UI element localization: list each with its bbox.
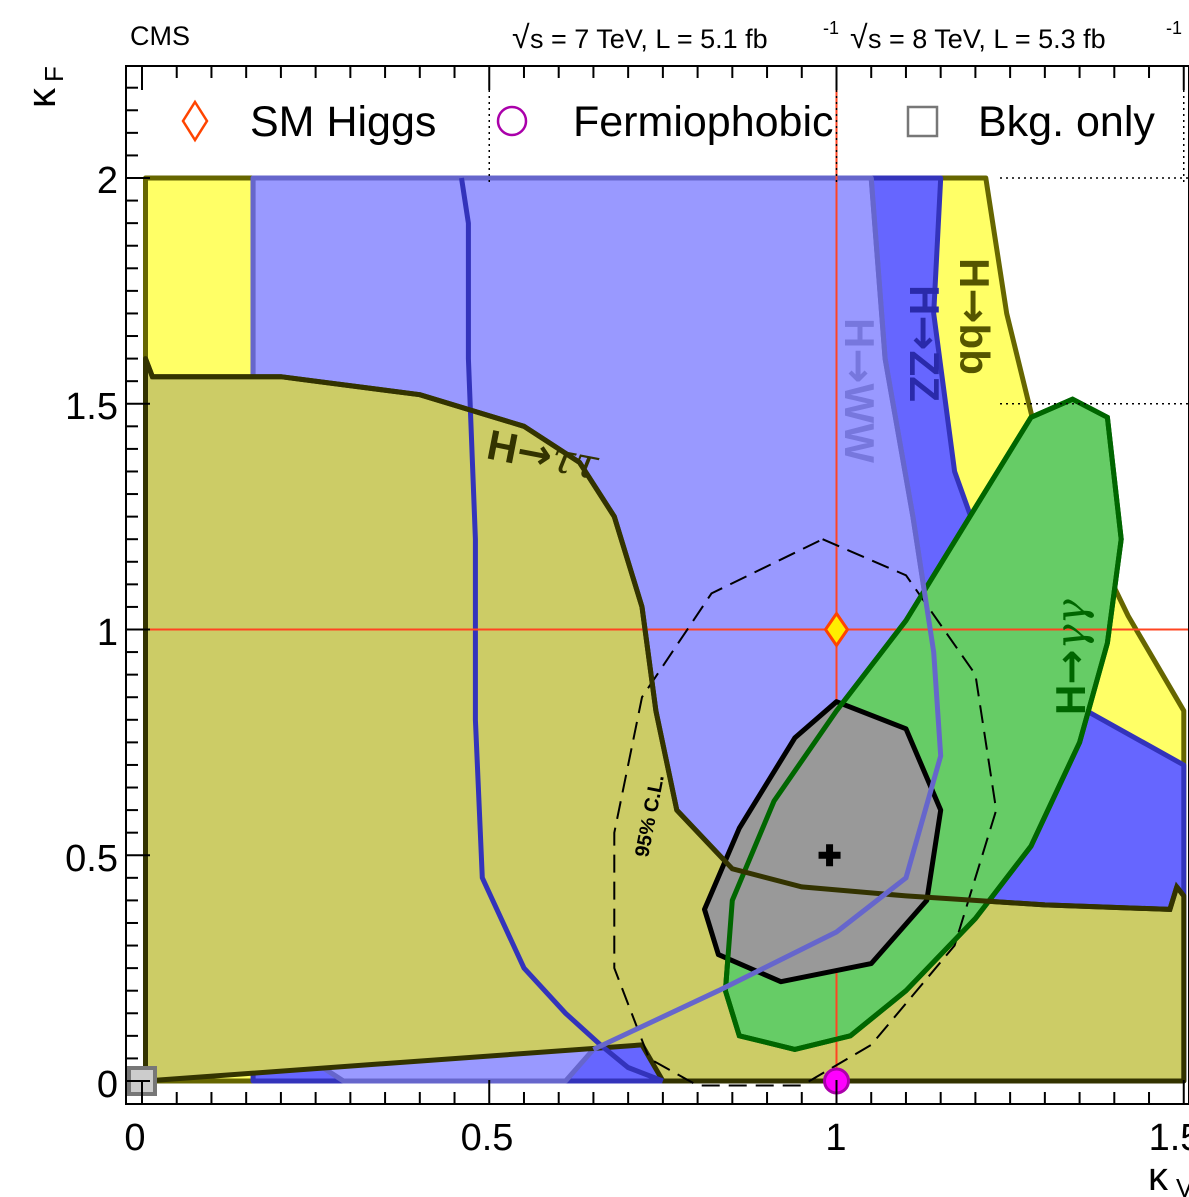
lumi-7tev-exponent: -1 bbox=[823, 18, 839, 38]
x-tick-label: 1 bbox=[825, 1117, 846, 1159]
y-tick-label: 0.5 bbox=[65, 838, 118, 880]
y-axis-title: κ bbox=[20, 87, 64, 108]
label-zz: H→ZZ bbox=[900, 285, 949, 402]
label-zz-arrow: → bbox=[900, 315, 949, 350]
label-bb-arrow: → bbox=[950, 288, 999, 323]
ww-outline bbox=[592, 177, 944, 1052]
x-tick-label: 0 bbox=[124, 1117, 145, 1159]
lumi-8tev-sqrt: √ bbox=[850, 19, 868, 55]
y-tick-label: 0 bbox=[97, 1064, 118, 1106]
legend-sm-label: SM Higgs bbox=[250, 98, 436, 146]
label-gammagamma-h: H bbox=[1047, 685, 1094, 715]
y-axis-title-sub: F bbox=[39, 66, 69, 82]
dotted-grid bbox=[488, 66, 1189, 405]
tautau-outline bbox=[143, 357, 1186, 912]
label-tautau: H→ττ bbox=[483, 420, 603, 490]
y-tick-label: 2 bbox=[97, 160, 118, 202]
contour-68 bbox=[702, 699, 944, 985]
legend: SM Higgs Fermiophobic Bkg. only bbox=[181, 98, 1155, 146]
x-tick-label: 0.5 bbox=[461, 1117, 514, 1159]
gammagamma-outline bbox=[722, 396, 1124, 1052]
lumi-8tev-label: s = 8 TeV, L = 5.3 fb bbox=[868, 24, 1106, 54]
label-zz-h: H bbox=[901, 285, 948, 315]
lumi-8tev-exponent: -1 bbox=[1166, 18, 1182, 38]
legend-bkg-label: Bkg. only bbox=[978, 98, 1155, 146]
legend-fermiophobic-label: Fermiophobic bbox=[573, 98, 834, 146]
legend-bkg-square-icon bbox=[906, 105, 939, 138]
label-gammagamma-arrow: → bbox=[1046, 649, 1095, 684]
x-axis-title: κ bbox=[1148, 1155, 1169, 1197]
svg-text:H→ττ: H→ττ bbox=[483, 420, 603, 490]
lumi-7tev-sqrt: √ bbox=[512, 19, 530, 55]
label-ww-h: H bbox=[836, 318, 883, 348]
experiment-label: CMS bbox=[130, 21, 190, 51]
best-fit-marker bbox=[818, 844, 841, 867]
ww-boundary-line bbox=[459, 177, 664, 1084]
label-bb-sym: bb bbox=[951, 324, 998, 375]
svg-text:H→bb: H→bb bbox=[950, 258, 999, 375]
svg-text:H→γγ: H→γγ bbox=[1046, 598, 1095, 715]
lumi-7tev-label: s = 7 TeV, L = 5.1 fb bbox=[530, 24, 768, 54]
label-bb: H→bb bbox=[950, 258, 999, 375]
label-ww-arrow: → bbox=[835, 348, 884, 383]
label-ww-sym: WW bbox=[836, 384, 883, 464]
svg-text:H→WW: H→WW bbox=[835, 318, 884, 463]
label-ww: H→WW bbox=[835, 318, 884, 463]
x-tick-label: 1.5 bbox=[1149, 1117, 1189, 1159]
y-axis-title-group: κ F bbox=[20, 66, 69, 108]
legend-sm-diamond-icon bbox=[181, 99, 209, 143]
legend-fermiophobic-circle-icon bbox=[496, 105, 528, 137]
label-tautau-sym: ττ bbox=[547, 432, 603, 489]
label-bb-h: H bbox=[951, 258, 998, 288]
y-tick-label: 1 bbox=[97, 612, 118, 654]
sm-higgs-marker bbox=[823, 610, 850, 649]
x-axis-title-sub: V bbox=[1176, 1173, 1189, 1197]
label-zz-sym: ZZ bbox=[901, 351, 948, 402]
label-gammagamma-sym: γγ bbox=[1046, 598, 1095, 649]
plot-area bbox=[126, 66, 1189, 1104]
fit-contours bbox=[143, 177, 1186, 1087]
svg-text:H→ZZ: H→ZZ bbox=[900, 285, 949, 402]
y-tick-label: 1.5 bbox=[65, 386, 118, 428]
label-gammagamma: H→γγ bbox=[1046, 598, 1095, 715]
